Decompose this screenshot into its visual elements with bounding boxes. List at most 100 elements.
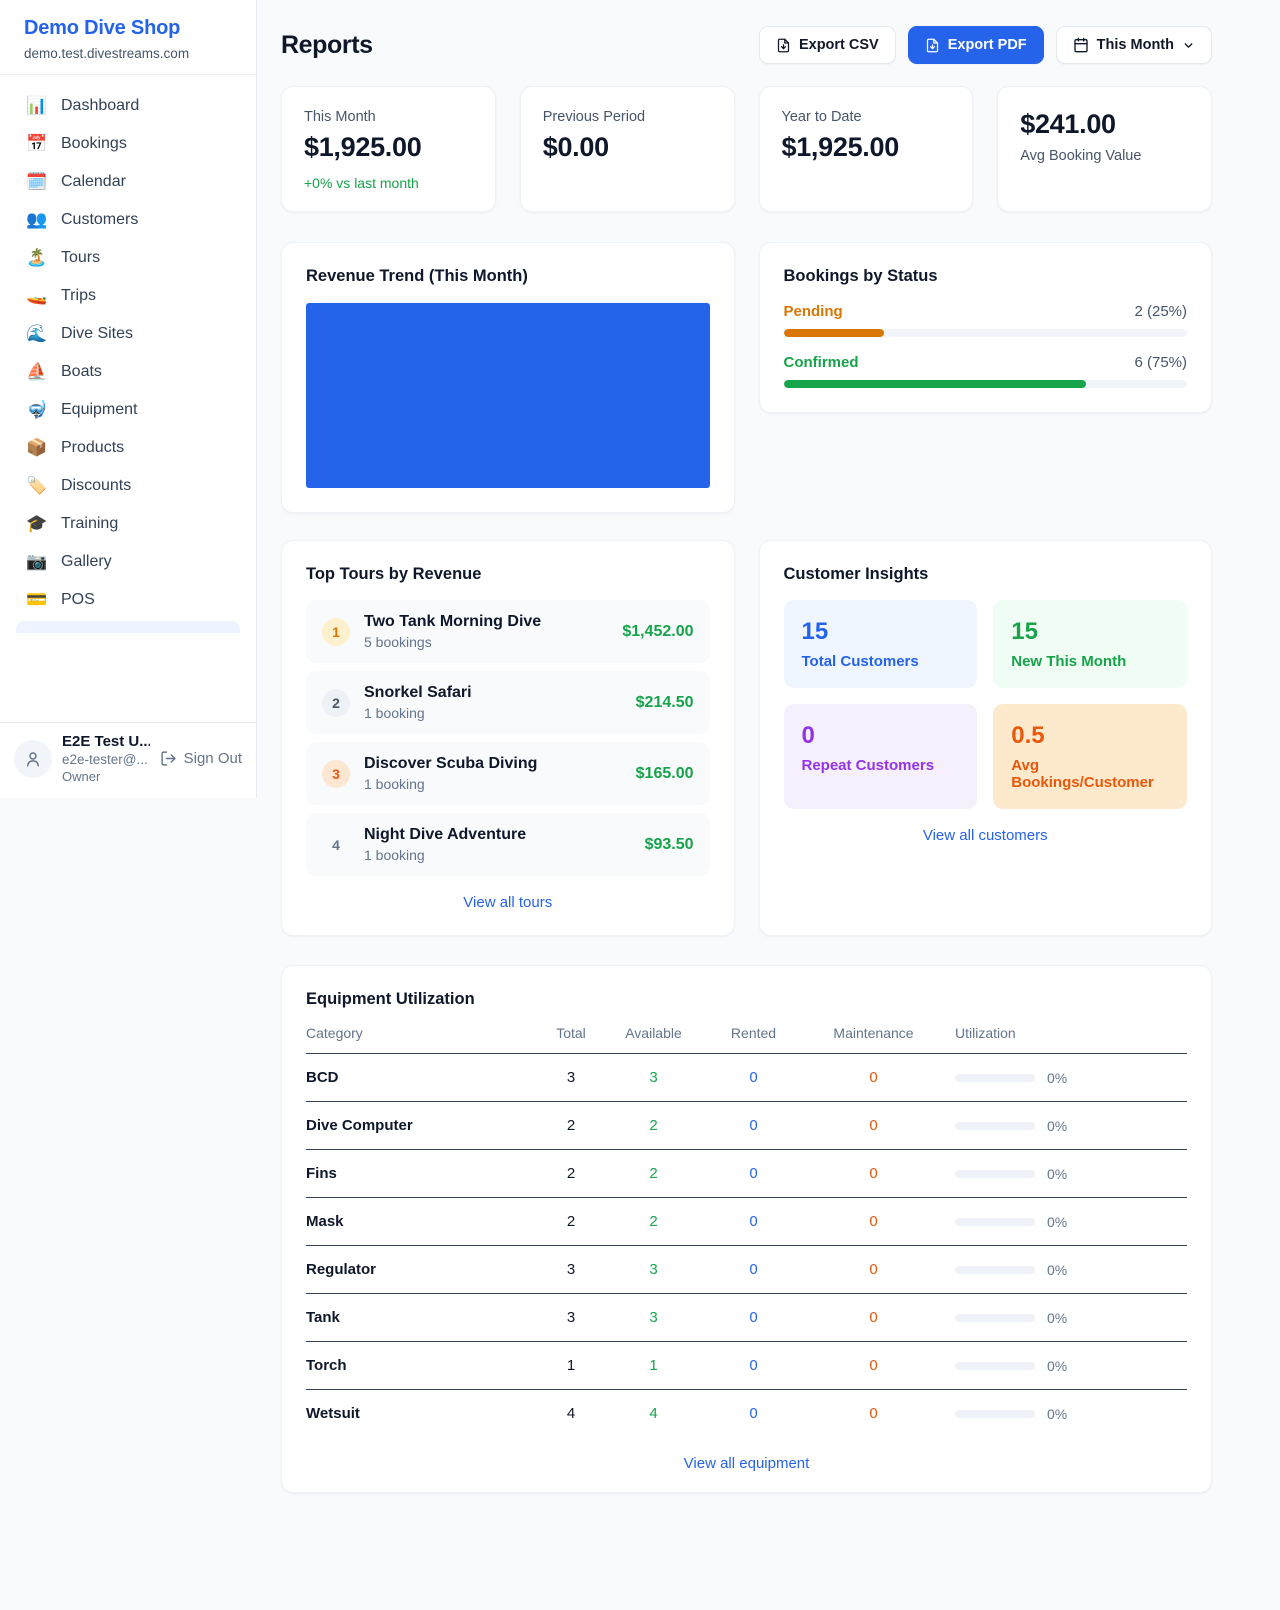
equipment-available: 2 [649, 1165, 658, 1182]
insight-value: 15 [801, 618, 829, 645]
tour-row: 4 Night Dive Adventure 1 booking $93.50 [306, 813, 710, 876]
top-tours-card: Top Tours by Revenue 1 Two Tank Morning D… [281, 540, 735, 936]
sidebar-item-label: Dashboard [61, 97, 140, 114]
equipment-available: 2 [649, 1213, 658, 1230]
revenue-trend-title: Revenue Trend (This Month) [306, 267, 528, 285]
equipment-category: Dive Computer [306, 1117, 413, 1134]
calendar-icon: 🗓️ [26, 172, 48, 191]
equipment-total: 2 [566, 1213, 576, 1230]
insight-label: New This Month [1011, 653, 1127, 670]
sidebar-item-customers[interactable]: 👥 Customers [16, 201, 240, 239]
sidebar-item-training[interactable]: 🎓 Training [16, 505, 240, 543]
equipment-maintenance: 0 [869, 1213, 878, 1230]
sidebar-item-bookings[interactable]: 📅 Bookings [16, 125, 240, 163]
sidebar-item-dashboard[interactable]: 📊 Dashboard [16, 87, 240, 125]
sidebar-item-calendar[interactable]: 🗓️ Calendar [16, 163, 240, 201]
view-all-customers-link[interactable]: View all customers [922, 827, 1048, 844]
table-row: Tank 3 3 0 0 0% [306, 1294, 1187, 1342]
sidebar-item-boats[interactable]: ⛵ Boats [16, 353, 240, 391]
shop-name: Demo Dive Shop [24, 17, 181, 39]
table-row: Dive Computer 2 2 0 0 0% [306, 1102, 1187, 1150]
equipment-available: 4 [649, 1405, 658, 1422]
table-row: Torch 1 1 0 0 0% [306, 1342, 1187, 1390]
tour-amount: $165.00 [635, 764, 694, 782]
tour-info: Discover Scuba Diving 1 booking [364, 755, 537, 792]
tour-bookings: 5 bookings [364, 634, 432, 650]
insight-value: 0 [801, 722, 815, 749]
equipment-table-body: BCD 3 3 0 0 0% Dive Computer 2 2 0 0 0% Fins 2 2 0 0 0% Ma… [306, 1054, 1187, 1437]
utilization-bar [955, 1361, 1035, 1370]
equipment-rented: 0 [749, 1405, 758, 1422]
user-email: e2e-tester@... [62, 752, 148, 767]
insight-value: 15 [1011, 618, 1038, 645]
utilization-cell: 0% [941, 1214, 1187, 1230]
insight-value: 0.5 [1011, 722, 1045, 749]
equipment-available: 3 [649, 1261, 658, 1278]
equipment-total: 3 [566, 1261, 576, 1278]
utilization-percent: 0% [1047, 1357, 1068, 1374]
customer-insights-card: Customer Insights 15 Total Customers 15 New… [758, 540, 1212, 936]
sign-out-button[interactable]: Sign Out [160, 750, 242, 767]
sidebar-item-trips[interactable]: 🚤 Trips [16, 277, 240, 315]
insight-label: Total Customers [801, 653, 919, 670]
table-row: Regulator 3 3 0 0 0% [306, 1246, 1187, 1294]
period-select[interactable]: This Month [1055, 26, 1212, 64]
column-header: Maintenance [833, 1025, 914, 1041]
sidebar-item-equipment[interactable]: 🤿 Equipment [16, 391, 240, 429]
sidebar-item-reports-active[interactable] [16, 621, 240, 633]
customer-insights-title: Customer Insights [783, 565, 929, 583]
file-download-icon [926, 38, 938, 52]
insight-tile: 0 Repeat Customers [783, 704, 978, 809]
equipment-category: BCD [306, 1069, 339, 1086]
equipment-maintenance: 0 [869, 1165, 878, 1182]
view-all-tours-link[interactable]: View all tours [463, 894, 553, 911]
main-content: Reports Export CSV Export PDF [257, 0, 1236, 1493]
sidebar-item-dive-sites[interactable]: 🌊 Dive Sites [16, 315, 240, 353]
status-row: Confirmed 6 (75%) [783, 354, 1187, 388]
rank-badge: 4 [332, 836, 340, 853]
tour-name: Two Tank Morning Dive [364, 613, 542, 630]
sidebar-item-label: Calendar [61, 173, 126, 190]
sidebar: Demo Dive Shop demo.test.divestreams.com… [0, 0, 257, 798]
view-all-equipment-link[interactable]: View all equipment [683, 1455, 810, 1472]
stat-card: $241.00 Avg Booking Value [997, 86, 1212, 212]
utilization-percent: 0% [1047, 1405, 1068, 1422]
tour-info: Night Dive Adventure 1 booking [364, 826, 526, 863]
calendar-icon [1074, 37, 1088, 53]
user-info: E2E Test U... e2e-tester@... Owner [62, 733, 150, 784]
utilization-cell: 0% [941, 1406, 1187, 1422]
products-icon: 📦 [26, 438, 48, 457]
dashboard-icon: 📊 [26, 96, 48, 115]
tour-bookings: 1 booking [364, 776, 425, 792]
equipment-total: 3 [566, 1069, 576, 1086]
equipment-maintenance: 0 [869, 1069, 878, 1086]
equipment-total: 3 [566, 1309, 576, 1326]
insight-tile: 0.5 Avg Bookings/Customer [993, 704, 1187, 809]
utilization-percent: 0% [1047, 1309, 1068, 1326]
insights-row: Top Tours by Revenue 1 Two Tank Morning D… [281, 540, 1212, 936]
sidebar-item-label: Training [61, 515, 119, 532]
sidebar-item-tours[interactable]: 🏝️ Tours [16, 239, 240, 277]
page-title: Reports [281, 30, 373, 59]
revenue-trend-card: Revenue Trend (This Month) [281, 242, 735, 513]
period-select-value: This Month [1096, 37, 1174, 53]
sidebar-item-label: Gallery [61, 553, 112, 570]
sidebar-item-discounts[interactable]: 🏷️ Discounts [16, 467, 240, 505]
sidebar-nav: 📊 Dashboard 📅 Bookings 🗓️ Calendar 👥 Customers 🏝… [0, 75, 256, 722]
sidebar-item-products[interactable]: 📦 Products [16, 429, 240, 467]
export-csv-button[interactable]: Export CSV [758, 26, 896, 64]
equipment-category: Fins [306, 1165, 337, 1182]
equipment-maintenance: 0 [869, 1357, 878, 1374]
stat-card: Previous Period $0.00 [519, 86, 735, 212]
column-header: Utilization [955, 1025, 1016, 1041]
sidebar-item-pos[interactable]: 💳 POS [16, 581, 240, 619]
export-pdf-button[interactable]: Export PDF [907, 26, 1044, 64]
discounts-icon: 🏷️ [26, 476, 48, 495]
utilization-bar [955, 1409, 1035, 1418]
sidebar-item-gallery[interactable]: 📷 Gallery [16, 543, 240, 581]
utilization-bar [955, 1265, 1035, 1274]
tour-bookings: 1 booking [364, 705, 425, 721]
tour-row: 2 Snorkel Safari 1 booking $214.50 [306, 671, 710, 734]
equipment-category: Wetsuit [306, 1405, 360, 1422]
